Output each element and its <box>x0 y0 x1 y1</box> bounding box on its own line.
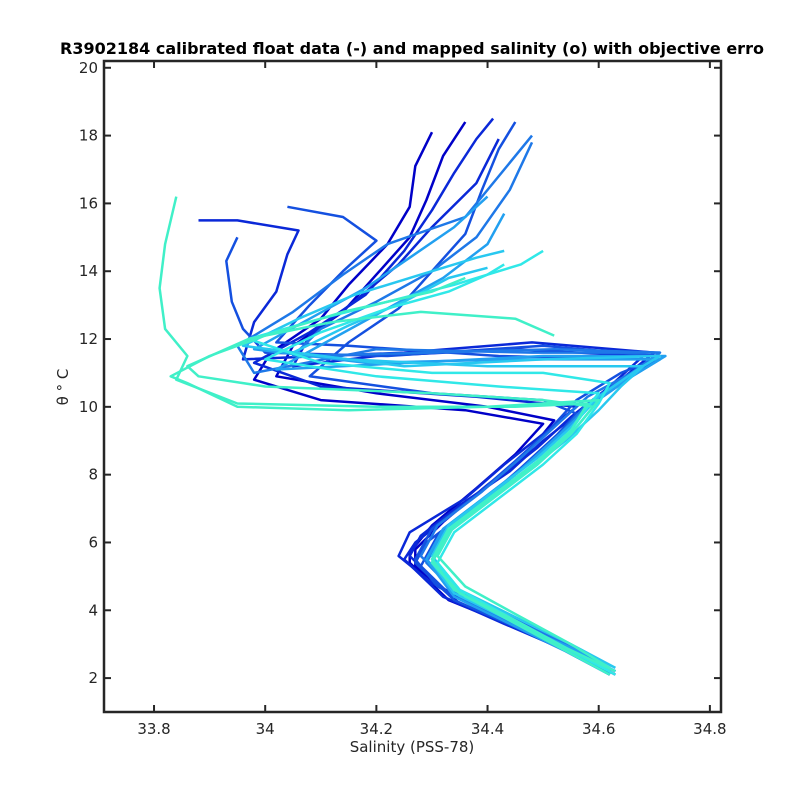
y-tick-label: 20 <box>79 59 98 77</box>
x-tick-label: 34.2 <box>360 720 393 738</box>
y-tick-label: 12 <box>79 330 98 348</box>
profile-line-18 <box>186 310 616 673</box>
profile-line-14 <box>241 249 645 673</box>
x-tick-label: 34 <box>256 720 275 738</box>
plot-frame <box>102 59 723 714</box>
profile-line-17 <box>158 196 611 676</box>
y-tick-label: 16 <box>79 194 98 212</box>
y-tick-label: 18 <box>79 127 98 145</box>
x-tick-label: 34.4 <box>471 720 504 738</box>
y-axis: 2 4 6 8 10 12 14 16 18 20 <box>79 59 721 687</box>
y-tick-label: 8 <box>88 466 98 484</box>
x-axis: 33.8 34 34.2 34.4 34.6 34.8 <box>137 61 727 738</box>
profile-line-6 <box>225 236 662 673</box>
profile-line-1 <box>252 131 616 676</box>
x-tick-label: 33.8 <box>137 720 170 738</box>
y-tick-label: 14 <box>79 262 98 280</box>
y-tick-label: 6 <box>88 533 98 551</box>
y-tick-label: 4 <box>88 601 98 619</box>
x-tick-label: 34.6 <box>582 720 615 738</box>
x-tick-label: 34.8 <box>693 720 726 738</box>
x-axis-label: Salinity (PSS-78) <box>350 738 475 756</box>
profile-line-5 <box>252 117 611 676</box>
chart-title: R3902184 calibrated float data (-) and m… <box>60 39 764 58</box>
profile-line-8 <box>308 121 611 676</box>
y-tick-label: 10 <box>79 398 98 416</box>
y-tick-label: 2 <box>88 669 98 687</box>
profile-line-15 <box>247 249 616 676</box>
series-group <box>158 117 667 676</box>
y-axis-label: θ ° C <box>54 369 72 406</box>
profile-line-19 <box>169 276 611 669</box>
